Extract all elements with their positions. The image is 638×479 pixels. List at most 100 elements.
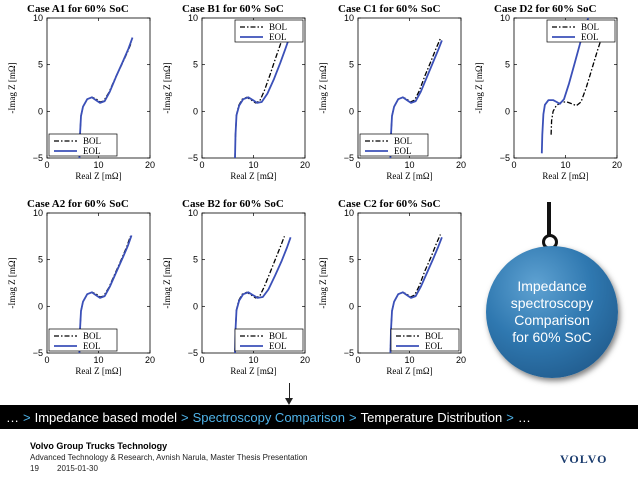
legend-label-eol: EOL bbox=[83, 341, 101, 351]
y-tick-label: 0 bbox=[349, 301, 354, 311]
footer: Volvo Group Trucks Technology Advanced T… bbox=[0, 429, 638, 479]
x-axis-label: Real Z [mΩ] bbox=[542, 171, 588, 181]
legend-label-eol: EOL bbox=[83, 146, 101, 156]
breadcrumb-separator: > bbox=[180, 409, 189, 425]
breadcrumb-separator: > bbox=[506, 409, 514, 425]
y-tick-label: 5 bbox=[193, 255, 198, 265]
legend-label-eol: EOL bbox=[269, 341, 287, 351]
legend-label-eol: EOL bbox=[394, 146, 412, 156]
page-number: 19 bbox=[30, 464, 39, 473]
legend-label-bol: BOL bbox=[269, 331, 287, 341]
legend-label-bol: BOL bbox=[83, 136, 101, 146]
series-line-eol bbox=[234, 237, 292, 354]
legend-label-bol: BOL bbox=[394, 136, 412, 146]
x-tick-label: 20 bbox=[456, 355, 466, 365]
legend-label-eol: EOL bbox=[581, 32, 599, 42]
x-axis-label: Real Z [mΩ] bbox=[230, 366, 276, 376]
chart-title: Case C2 for 60% SoC bbox=[338, 198, 441, 210]
series-line-eol bbox=[78, 235, 133, 354]
y-tick-label: −5 bbox=[344, 153, 354, 163]
x-tick-label: 0 bbox=[199, 355, 204, 365]
x-tick-label: 0 bbox=[355, 160, 360, 170]
x-axis-label: Real Z [mΩ] bbox=[230, 171, 276, 181]
breadcrumb-separator: > bbox=[23, 409, 31, 425]
y-tick-label: 10 bbox=[188, 13, 198, 23]
x-tick-label: 10 bbox=[560, 160, 570, 170]
x-tick-label: 0 bbox=[44, 355, 49, 365]
x-tick-label: 10 bbox=[248, 355, 258, 365]
y-axis-label: -Imag Z [mΩ] bbox=[7, 62, 17, 113]
legend-label-bol: BOL bbox=[425, 331, 443, 341]
callout-text: Impedance spectroscopy Comparison for 60… bbox=[510, 278, 594, 345]
y-tick-label: 10 bbox=[500, 13, 510, 23]
y-tick-label: 10 bbox=[188, 208, 198, 218]
y-tick-label: −5 bbox=[188, 348, 198, 358]
x-tick-label: 20 bbox=[300, 160, 310, 170]
y-axis-label: -Imag Z [mΩ] bbox=[162, 257, 172, 308]
x-tick-label: 10 bbox=[248, 160, 258, 170]
y-tick-label: 0 bbox=[193, 301, 198, 311]
series-line-eol bbox=[234, 38, 290, 159]
y-tick-label: 5 bbox=[349, 60, 354, 70]
chart-title: Case B1 for 60% SoC bbox=[182, 3, 284, 15]
chart-title: Case A2 for 60% SoC bbox=[27, 198, 129, 210]
series-line-eol bbox=[389, 40, 443, 159]
series-line-eol bbox=[540, 17, 590, 154]
breadcrumb-item-impedance-model[interactable]: Impedance based model bbox=[34, 409, 177, 425]
legend-label-bol: BOL bbox=[581, 22, 599, 32]
volvo-logo: VOLVO bbox=[560, 452, 608, 466]
x-tick-label: 0 bbox=[199, 160, 204, 170]
breadcrumb-prefix: … bbox=[6, 409, 19, 425]
chart-title: Case B2 for 60% SoC bbox=[182, 198, 284, 210]
y-tick-label: 0 bbox=[193, 106, 198, 116]
x-tick-label: 10 bbox=[93, 160, 103, 170]
y-axis-label: -Imag Z [mΩ] bbox=[7, 257, 17, 308]
y-axis-label: -Imag Z [mΩ] bbox=[474, 62, 484, 113]
breadcrumb-suffix: … bbox=[517, 409, 531, 425]
legend-label-bol: BOL bbox=[83, 331, 101, 341]
y-tick-label: 10 bbox=[33, 208, 43, 218]
y-tick-label: −5 bbox=[33, 153, 43, 163]
x-tick-label: 20 bbox=[612, 160, 622, 170]
x-axis-label: Real Z [mΩ] bbox=[75, 171, 121, 181]
x-axis-label: Real Z [mΩ] bbox=[75, 366, 121, 376]
x-tick-label: 20 bbox=[145, 160, 155, 170]
breadcrumb-item-spectroscopy-comparison[interactable]: Spectroscopy Comparison bbox=[192, 409, 346, 425]
y-tick-label: 0 bbox=[38, 301, 43, 311]
y-axis-label: -Imag Z [mΩ] bbox=[318, 62, 328, 113]
chart-title: Case A1 for 60% SoC bbox=[27, 3, 129, 15]
legend-label-eol: EOL bbox=[269, 32, 287, 42]
breadcrumb-separator: > bbox=[349, 409, 357, 425]
y-tick-label: 5 bbox=[193, 60, 198, 70]
y-tick-label: 5 bbox=[38, 60, 43, 70]
y-tick-label: −5 bbox=[188, 153, 198, 163]
legend-label-bol: BOL bbox=[269, 22, 287, 32]
footer-company: Volvo Group Trucks Technology bbox=[30, 441, 168, 451]
series-line-eol bbox=[78, 37, 134, 159]
y-tick-label: −5 bbox=[500, 153, 510, 163]
y-axis-label: -Imag Z [mΩ] bbox=[318, 257, 328, 308]
y-tick-label: −5 bbox=[33, 348, 43, 358]
y-tick-label: 5 bbox=[349, 255, 354, 265]
x-tick-label: 10 bbox=[404, 355, 414, 365]
down-arrow-icon bbox=[285, 383, 293, 405]
chart-title: Case C1 for 60% SoC bbox=[338, 3, 441, 15]
series-line-eol bbox=[389, 236, 443, 354]
x-tick-label: 20 bbox=[145, 355, 155, 365]
x-tick-label: 0 bbox=[44, 160, 49, 170]
y-tick-label: 10 bbox=[33, 13, 43, 23]
callout-pointer bbox=[547, 202, 551, 236]
x-tick-label: 20 bbox=[300, 355, 310, 365]
series-line-bol bbox=[550, 24, 608, 135]
y-tick-label: 5 bbox=[505, 60, 510, 70]
x-tick-label: 10 bbox=[404, 160, 414, 170]
breadcrumb-item-temperature-distribution[interactable]: Temperature Distribution bbox=[360, 409, 503, 425]
y-tick-label: 5 bbox=[38, 255, 43, 265]
